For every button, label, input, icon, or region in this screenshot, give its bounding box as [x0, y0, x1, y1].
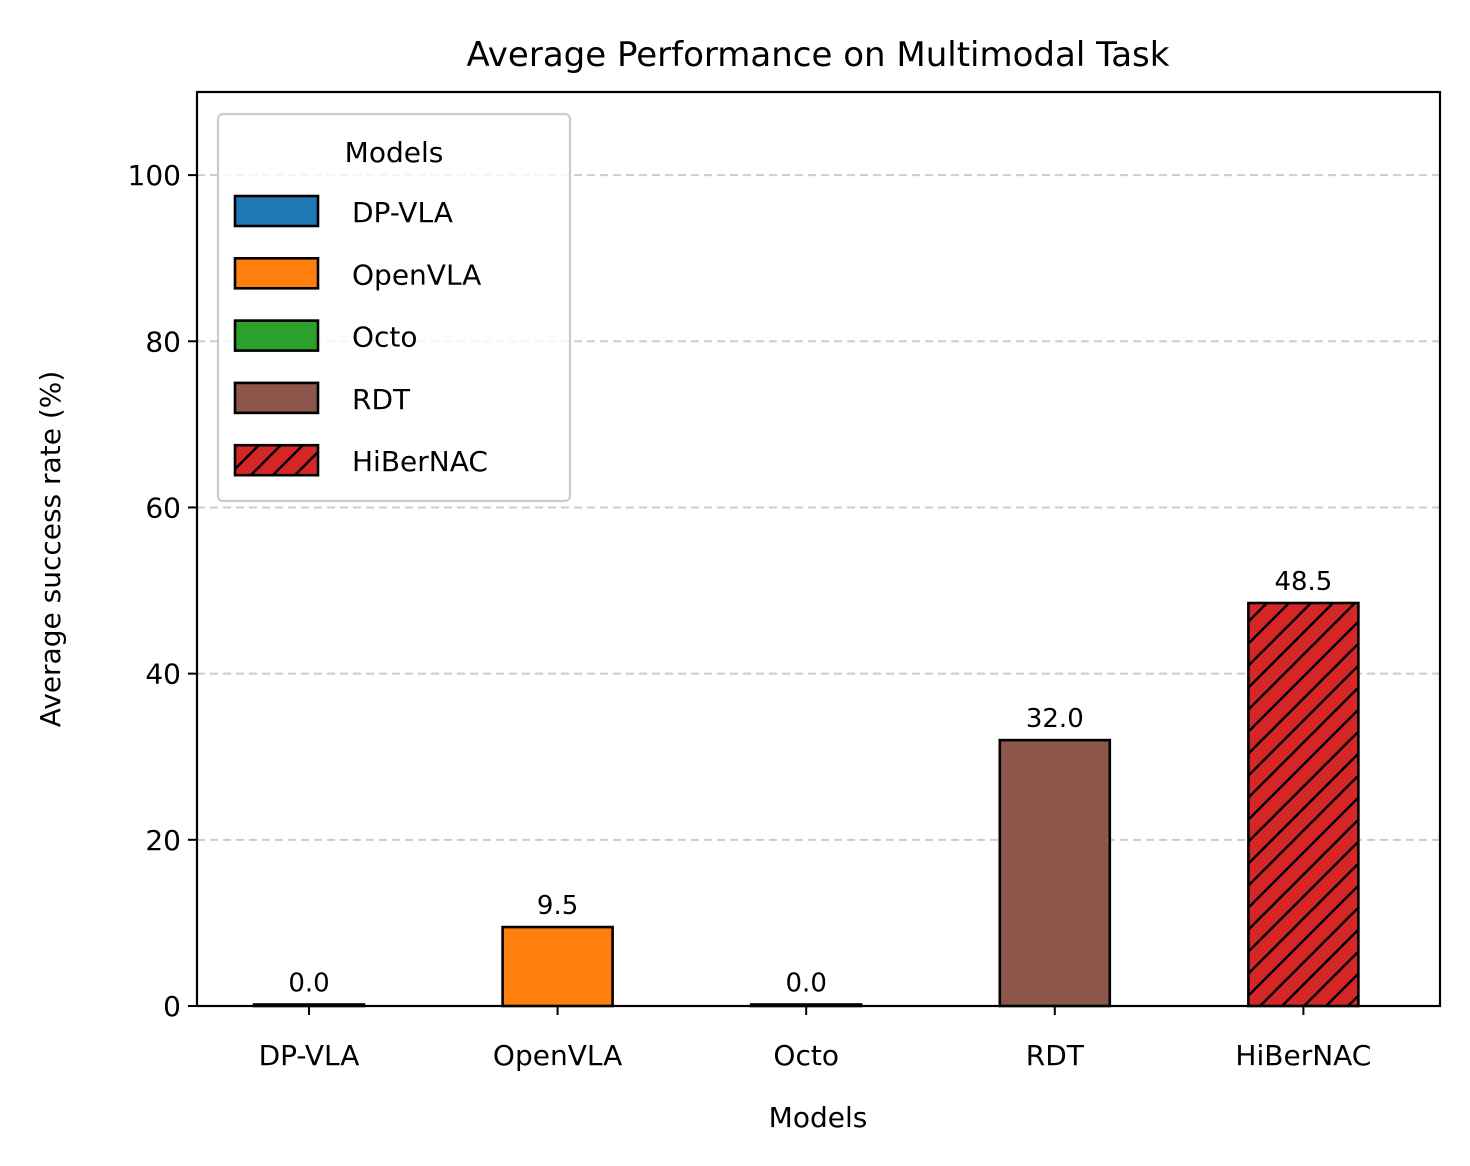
value-labels: 0.0 9.5 0.0 32.0 48.5	[288, 567, 1332, 998]
bars	[252, 601, 1360, 1008]
plot-frame	[195, 90, 1442, 1008]
legend-entries: DP-VLA OpenVLA Octo RDT HiBerNAC	[233, 194, 488, 478]
legend-swatch-openvla	[233, 256, 320, 290]
legend-box	[216, 112, 572, 503]
value-label: 0.0	[288, 969, 329, 999]
legend-swatch-octo	[233, 319, 320, 352]
y-tick-label: 80	[145, 325, 181, 358]
legend-label: OpenVLA	[352, 258, 481, 291]
legend: Models DP-VLA OpenVLA Octo RDT HiBerNAC	[216, 112, 572, 503]
x-tick-label: Octo	[773, 1039, 839, 1072]
bar-rdt	[998, 738, 1112, 1008]
y-tick-label: 40	[145, 658, 181, 691]
value-label: 48.5	[1274, 567, 1332, 597]
legend-label: HiBerNAC	[352, 445, 488, 478]
y-axis: 0 20 40 60 80 100	[128, 159, 197, 1023]
y-tick-label: 20	[145, 824, 181, 857]
legend-label: Octo	[352, 321, 418, 354]
legend-swatch-dp-vla	[233, 194, 320, 228]
x-tick-label: DP-VLA	[259, 1039, 360, 1072]
y-tick-label: 0	[163, 990, 181, 1023]
x-axis-label: Models	[769, 1101, 868, 1134]
chart-title: Average Performance on Multimodal Task	[467, 35, 1170, 75]
bar-hibernac	[1247, 601, 1360, 1008]
y-tick-label: 100	[128, 159, 181, 192]
legend-swatch-hibernac	[233, 443, 320, 477]
legend-swatch-rdt	[233, 381, 320, 415]
value-label: 32.0	[1026, 704, 1084, 734]
legend-label: DP-VLA	[352, 196, 453, 229]
bar-openvla	[501, 925, 614, 1008]
x-tick-label: OpenVLA	[493, 1039, 622, 1072]
x-tick-label: RDT	[1026, 1039, 1085, 1072]
y-tick-label: 60	[145, 491, 181, 524]
value-label: 9.5	[537, 891, 578, 921]
y-axis-label: Average success rate (%)	[34, 371, 67, 728]
x-axis: DP-VLA OpenVLA Octo RDT HiBerNAC	[259, 1006, 1371, 1072]
legend-label: RDT	[352, 383, 411, 416]
value-label: 0.0	[786, 969, 827, 999]
x-tick-label: HiBerNAC	[1235, 1039, 1371, 1072]
legend-title: Models	[345, 136, 444, 169]
